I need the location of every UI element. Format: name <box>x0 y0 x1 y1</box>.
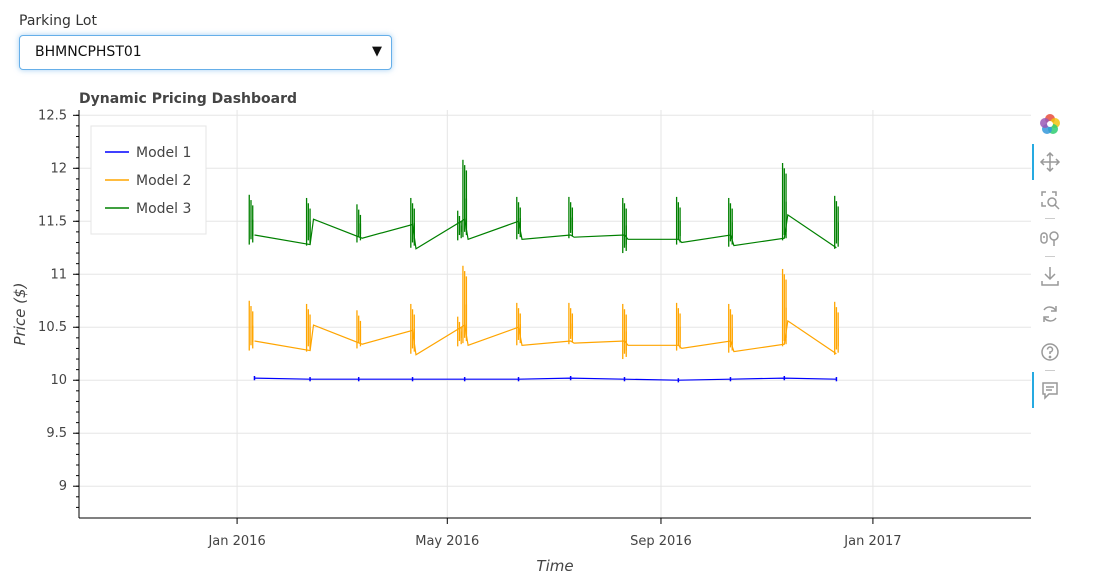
x-axis-label: Time <box>536 557 573 574</box>
help-icon[interactable] <box>1038 340 1062 364</box>
series-line-model-2 <box>254 319 837 356</box>
save-icon[interactable] <box>1038 264 1062 288</box>
x-tick-label: May 2016 <box>415 534 479 549</box>
toolbar-divider <box>1045 370 1055 371</box>
parking-lot-select-value: BHMNCPHST01 <box>35 44 142 60</box>
x-tick-label: Sep 2016 <box>630 534 692 549</box>
legend-label: Model 3 <box>136 201 191 217</box>
y-tick-label: 9.5 <box>46 426 67 441</box>
box-zoom-icon[interactable] <box>1038 188 1062 212</box>
pan-icon[interactable] <box>1038 150 1062 174</box>
parking-lot-label: Parking Lot <box>19 13 97 29</box>
y-tick-label: 11.5 <box>38 214 67 229</box>
y-tick-label: 9 <box>59 479 67 494</box>
legend-label: Model 2 <box>136 173 191 189</box>
y-tick-label: 10.5 <box>38 320 67 335</box>
x-tick-label: Jan 2016 <box>207 534 265 549</box>
chart-title: Dynamic Pricing Dashboard <box>79 91 297 107</box>
bokeh-logo-icon[interactable] <box>1038 112 1062 136</box>
pan-active-indicator <box>1032 144 1034 180</box>
y-tick-label: 10 <box>50 373 67 388</box>
y-tick-label: 12.5 <box>38 108 67 123</box>
legend-label: Model 1 <box>136 145 191 161</box>
comment-icon[interactable] <box>1038 378 1062 402</box>
toolbar-divider <box>1045 256 1055 257</box>
toolbar-divider <box>1045 218 1055 219</box>
reset-icon[interactable] <box>1038 302 1062 326</box>
x-tick-label: Jan 2017 <box>843 534 901 549</box>
chart-toolbar <box>1032 110 1072 410</box>
chevron-down-icon: ▼ <box>372 44 382 59</box>
wheel-zoom-icon[interactable] <box>1038 226 1062 250</box>
y-tick-label: 11 <box>50 267 67 282</box>
hover-active-indicator <box>1032 372 1034 408</box>
series-line-model-3 <box>254 213 837 250</box>
y-tick-label: 12 <box>50 161 67 176</box>
y-axis-label: Price ($) <box>11 283 29 346</box>
parking-lot-select[interactable]: BHMNCPHST01 ▼ <box>19 35 392 70</box>
series-line-model-1 <box>254 377 837 381</box>
